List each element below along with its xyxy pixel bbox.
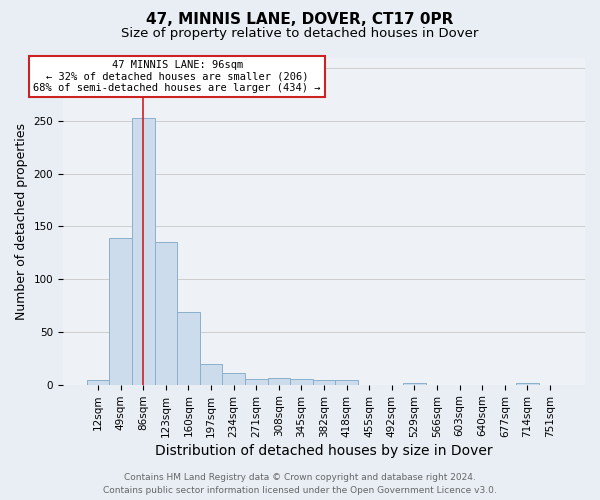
Bar (109, 238, 132, 384)
Bar (245, 380, 268, 384)
X-axis label: Distribution of detached houses by size in Dover: Distribution of detached houses by size … (155, 444, 493, 458)
Text: Size of property relative to detached houses in Dover: Size of property relative to detached ho… (121, 28, 479, 40)
Text: Contains HM Land Registry data © Crown copyright and database right 2024.
Contai: Contains HM Land Registry data © Crown c… (103, 474, 497, 495)
Bar (268, 378, 290, 384)
Bar (155, 242, 177, 384)
Text: 47, MINNIS LANE, DOVER, CT17 0PR: 47, MINNIS LANE, DOVER, CT17 0PR (146, 12, 454, 28)
Bar (516, 382, 539, 384)
Bar (313, 380, 335, 384)
Y-axis label: Number of detached properties: Number of detached properties (15, 122, 28, 320)
Bar (223, 373, 245, 384)
Bar (177, 312, 200, 384)
Bar (132, 118, 155, 384)
Bar (200, 364, 223, 384)
Bar (87, 380, 109, 384)
Text: 47 MINNIS LANE: 96sqm
← 32% of detached houses are smaller (206)
68% of semi-det: 47 MINNIS LANE: 96sqm ← 32% of detached … (34, 60, 321, 93)
Bar (335, 380, 358, 384)
Bar (403, 382, 425, 384)
Bar (290, 380, 313, 384)
